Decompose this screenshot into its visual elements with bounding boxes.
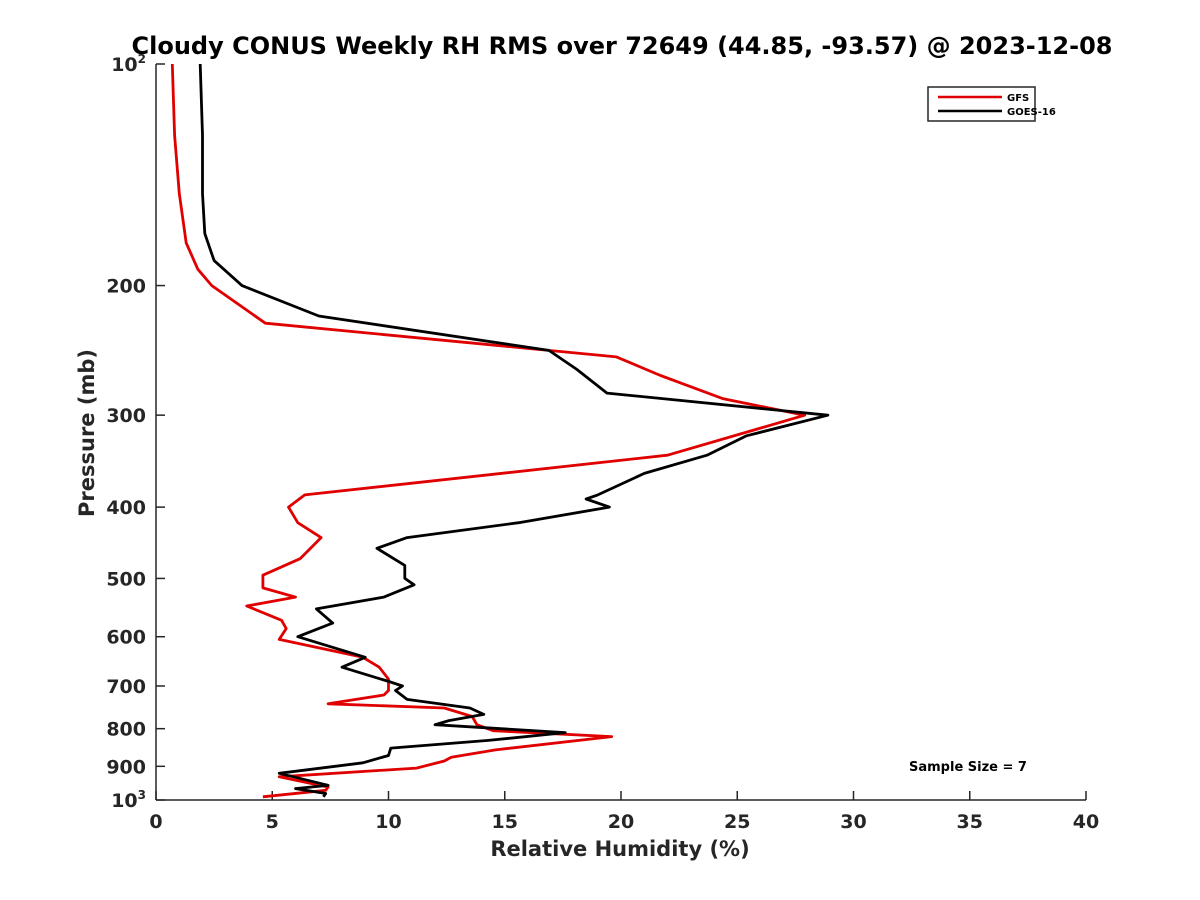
x-tick-label: 30 [840, 811, 866, 833]
legend-box [927, 86, 1036, 122]
x-tick-label: 10 [375, 811, 401, 833]
x-tick-label: 20 [608, 811, 634, 833]
y-tick-label: 900 [106, 756, 146, 778]
y-tick-label: 103 [111, 788, 146, 812]
chart-title: Cloudy CONUS Weekly RH RMS over 72649 (4… [132, 32, 1113, 60]
y-tick-label: 300 [106, 405, 146, 427]
axes: 0 5 10 15 20 25 30 35 40 102 200 300 400 500 600 700 800… [106, 52, 1099, 833]
x-tick-label: 35 [957, 811, 983, 833]
sample-size-note: Sample Size = 7 [909, 760, 1027, 775]
y-tick-label: 400 [106, 497, 146, 519]
y-tick-label: 500 [106, 568, 146, 590]
y-tick-label: 600 [106, 627, 146, 649]
series-line-gfs [170, 63, 807, 799]
y-tick-label: 700 [106, 676, 146, 698]
y-axis-label: Pressure (mb) [75, 349, 99, 517]
y-tick-label: 102 [111, 52, 146, 76]
series-layer [170, 63, 830, 799]
x-tick-label: 25 [724, 811, 750, 833]
y-tick-label: 800 [106, 719, 146, 741]
x-tick-label: 5 [266, 811, 279, 833]
legend-label: GOES-16 [1007, 107, 1056, 118]
legend-label: GFS [1007, 93, 1029, 104]
x-tick-label: 15 [492, 811, 518, 833]
y-tick-label: 200 [106, 276, 146, 298]
x-tick-label: 0 [149, 811, 162, 833]
legend: GFS GOES-16 [927, 86, 1056, 122]
x-tick-label: 40 [1073, 811, 1099, 833]
x-axis-label: Relative Humidity (%) [490, 837, 749, 861]
series-line-goes-16 [198, 63, 830, 798]
